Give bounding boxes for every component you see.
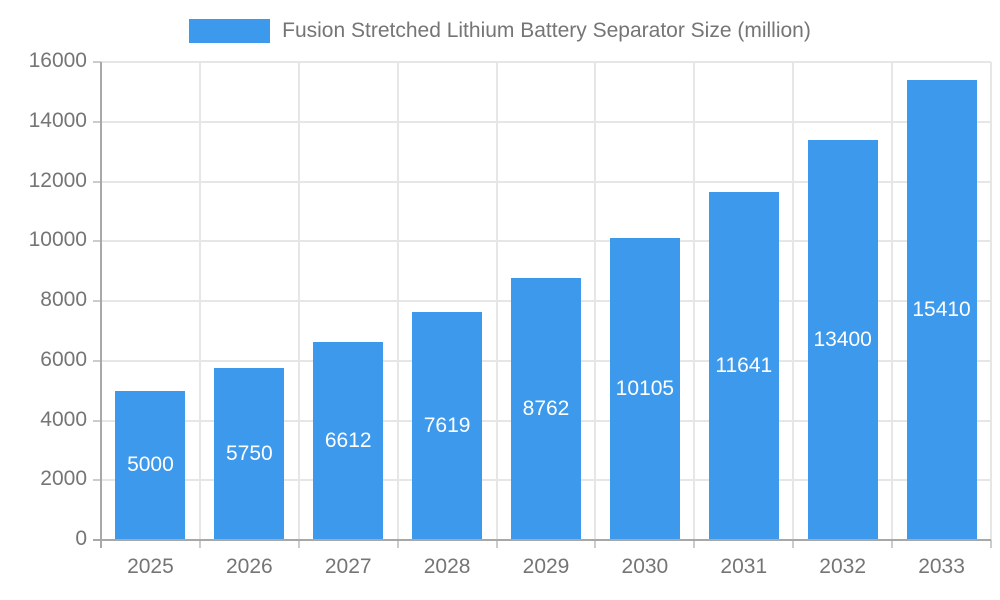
bar[interactable]: 7619 [412,312,483,540]
x-axis-line [93,539,991,541]
y-axis-tick [93,300,101,302]
bar-value-label: 13400 [813,327,872,351]
x-axis-category-label: 2031 [720,555,768,578]
y-axis-tick [93,180,101,183]
x-axis-tick [693,540,696,548]
x-axis-tick [198,540,201,548]
y-axis-tick-label: 6000 [40,347,87,371]
y-axis-line [100,62,102,548]
x-axis-tick [792,540,795,548]
x-axis-category-label: 2030 [621,555,669,578]
x-axis-category-label: 2027 [324,555,372,578]
bar-value-label: 5000 [127,453,174,477]
y-axis-tick-label: 16000 [28,49,87,72]
bar-value-label: 10105 [615,377,675,401]
y-axis-tick [93,359,101,362]
y-axis-tick [93,120,101,123]
grid-line-vertical [198,62,201,540]
x-axis-tick [396,540,399,548]
grid-line-vertical [693,62,696,540]
bar[interactable]: 8762 [511,278,581,540]
grid-line-vertical [396,62,399,540]
bar-value-label: 6612 [324,429,372,453]
bar-value-label: 8762 [522,397,570,421]
x-axis-category-label: 2032 [819,555,867,578]
grid-line-vertical [990,62,992,540]
grid-line-vertical [297,62,300,540]
bar[interactable]: 11641 [708,192,779,540]
legend[interactable]: Fusion Stretched Lithium Battery Separat… [0,19,1000,43]
bar[interactable]: 13400 [807,139,878,540]
bar[interactable]: 10105 [609,238,680,540]
grid-line-horizontal [101,61,991,63]
y-axis-tick-label: 14000 [28,108,87,132]
y-axis-tick-label: 10000 [28,228,87,252]
x-axis-tick [297,540,300,548]
y-axis-tick-label: 2000 [40,467,87,491]
grid-line-vertical [594,62,597,540]
legend-swatch [189,19,271,43]
bar-value-label: 5750 [225,442,273,466]
y-axis-tick-label: 8000 [40,288,87,311]
bar-value-label: 7619 [423,414,471,438]
legend-label: Fusion Stretched Lithium Battery Separat… [282,19,811,42]
x-axis-tick [495,540,498,548]
grid-line-horizontal [101,120,991,123]
y-axis-tick [93,61,101,63]
y-axis-tick-label: 4000 [40,407,87,431]
y-axis-tick [93,479,101,482]
y-axis-tick-label: 12000 [28,168,87,192]
x-axis-tick [891,540,894,548]
bar[interactable]: 15410 [906,79,977,540]
bar[interactable]: 5000 [115,390,186,540]
y-axis-tick-label: 0 [75,527,87,550]
x-axis-category-label: 2033 [918,555,965,578]
grid-line-vertical [495,62,498,540]
x-axis-category-label: 2025 [127,555,174,578]
x-axis-category-label: 2026 [225,555,273,578]
grid-line-vertical [891,62,894,540]
y-axis-tick [93,419,101,422]
bar-value-label: 11641 [715,354,773,378]
x-axis-tick [594,540,597,548]
x-axis-category-label: 2028 [423,555,471,578]
grid-line-vertical [792,62,795,540]
grid-line-horizontal [101,180,991,183]
bar[interactable]: 5750 [214,368,285,540]
y-axis-tick [93,240,101,243]
x-axis-tick [990,540,992,548]
bar-value-label: 15410 [912,297,971,321]
bar[interactable]: 6612 [313,342,384,540]
x-axis-category-label: 2029 [522,555,570,578]
grid-line-horizontal [101,240,991,243]
